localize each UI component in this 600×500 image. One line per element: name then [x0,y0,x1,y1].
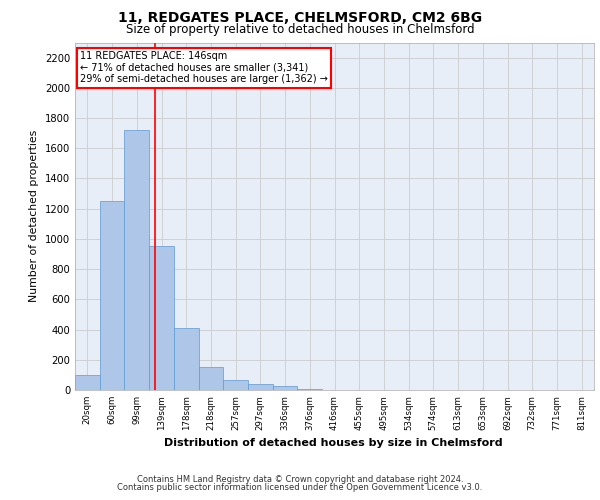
Text: Size of property relative to detached houses in Chelmsford: Size of property relative to detached ho… [125,22,475,36]
Bar [124,130,149,390]
Bar [149,246,174,390]
Bar [174,328,199,390]
Bar [100,201,124,390]
Text: 11, REDGATES PLACE, CHELMSFORD, CM2 6BG: 11, REDGATES PLACE, CHELMSFORD, CM2 6BG [118,11,482,25]
Bar [75,375,100,390]
Bar [298,389,322,390]
Text: Contains public sector information licensed under the Open Government Licence v3: Contains public sector information licen… [118,483,482,492]
Bar [248,384,273,390]
Bar [223,380,248,390]
Y-axis label: Number of detached properties: Number of detached properties [29,130,40,302]
Text: 11 REDGATES PLACE: 146sqm
← 71% of detached houses are smaller (3,341)
29% of se: 11 REDGATES PLACE: 146sqm ← 71% of detac… [80,51,328,84]
Text: Distribution of detached houses by size in Chelmsford: Distribution of detached houses by size … [164,438,502,448]
Bar [199,368,223,390]
Bar [273,386,298,390]
Text: Contains HM Land Registry data © Crown copyright and database right 2024.: Contains HM Land Registry data © Crown c… [137,475,463,484]
